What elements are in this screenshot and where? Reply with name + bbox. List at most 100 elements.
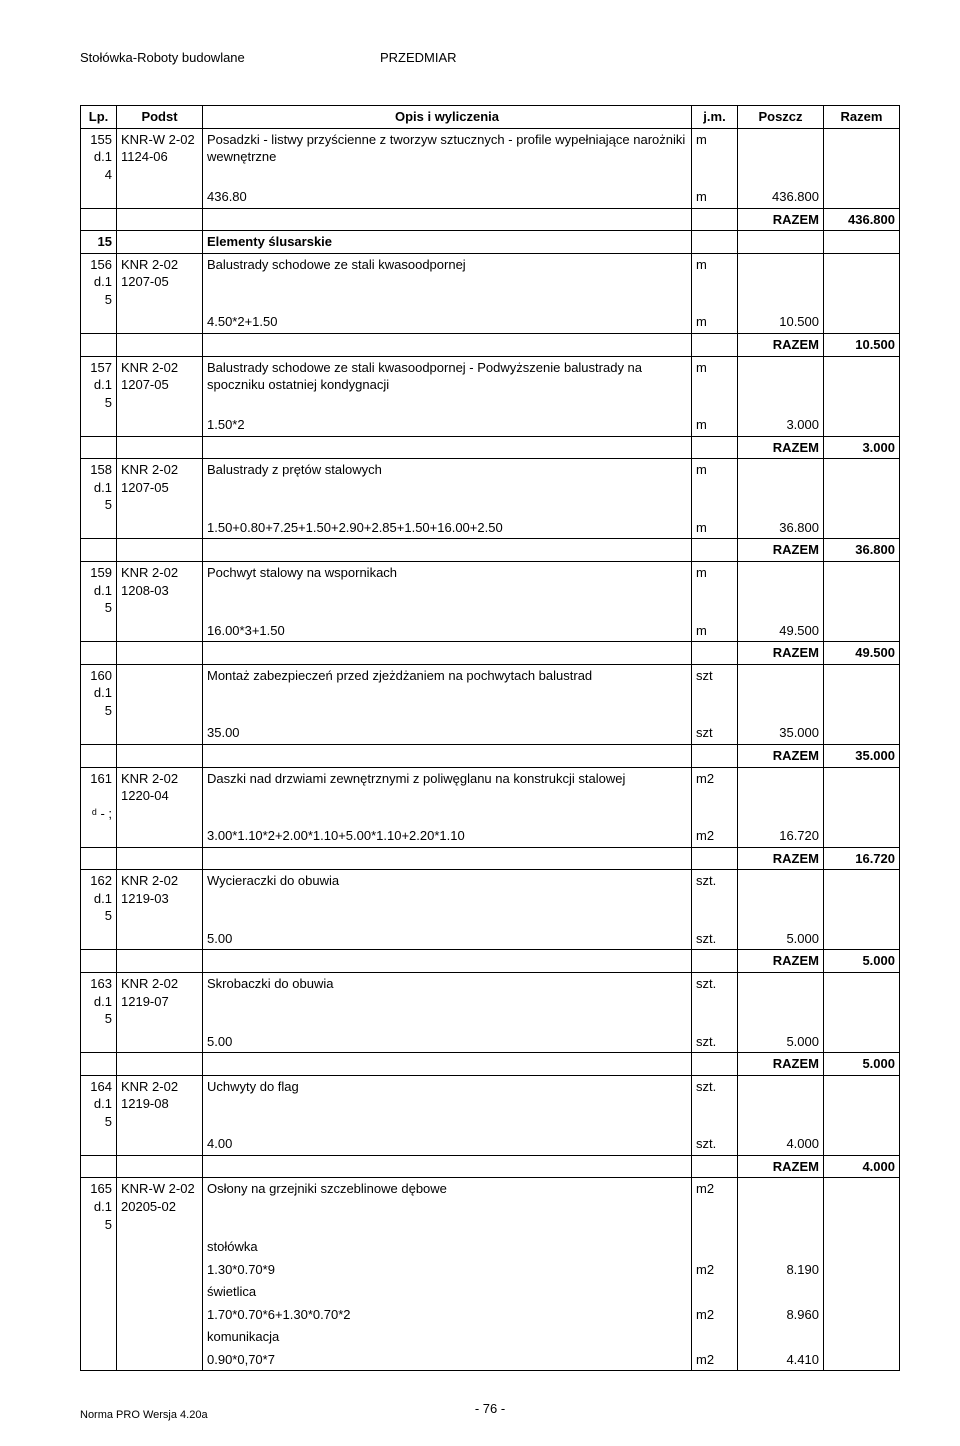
cell-podst: KNR 2-02 1219-07 [117,972,203,1030]
cell-jm: szt [692,664,738,722]
cell-poszcz-val: 8.190 [738,1258,824,1281]
table-row: 158d.15KNR 2-02 1207-05Balustrady z pręt… [81,459,900,517]
cell-calc: 1.50*2 [203,414,692,437]
cell-poszcz-val [738,1326,824,1349]
cell-poszcz-val: 5.000 [738,1030,824,1053]
table-row: 157d.15KNR 2-02 1207-05Balustrady schodo… [81,356,900,414]
cell-lp: 157d.15 [81,356,117,414]
cell-lp: 155 d.1 4 [81,128,117,186]
cell-lp: 160d.15 [81,664,117,722]
table-row: 1.50*2m3.000 [81,414,900,437]
cell-jm: szt. [692,870,738,928]
table-row: świetlica [81,1281,900,1304]
razem-val: 4.000 [824,1155,900,1178]
col-lp: Lp. [81,106,117,129]
razem-label: RAZEM [738,950,824,973]
cell-calc: 4.00 [203,1133,692,1156]
razem-row: RAZEM49.500 [81,642,900,665]
razem-val: 10.500 [824,334,900,357]
section-title: Elementy ślusarskie [203,231,692,254]
razem-val: 35.000 [824,744,900,767]
cell-calc-jm: m [692,516,738,539]
section-num: 15 [81,231,117,254]
cell-jm: m2 [692,1178,738,1236]
cell-podst: KNR 2-02 1207-05 [117,253,203,311]
table-row: 159d.15KNR 2-02 1208-03Pochwyt stalowy n… [81,562,900,620]
cell-poszcz-val: 5.000 [738,927,824,950]
cell-poszcz-val: 10.500 [738,311,824,334]
razem-label: RAZEM [738,436,824,459]
cell-calc-jm: szt. [692,1133,738,1156]
razem-row: RAZEM16.720 [81,847,900,870]
cell-podst: KNR-W 2-02 20205-02 [117,1178,203,1236]
cell-poszcz-val: 16.720 [738,825,824,848]
cell-calc-jm: m2 [692,1348,738,1371]
table-row: 1.50+0.80+7.25+1.50+2.90+2.85+1.50+16.00… [81,516,900,539]
cell-calc-jm: szt. [692,1030,738,1053]
cell-calc: 5.00 [203,927,692,950]
table-row: 5.00szt.5.000 [81,927,900,950]
razem-val: 436.800 [824,208,900,231]
cell-poszcz-val: 49.500 [738,619,824,642]
cell-lp: 161ᵈ - ; [81,767,117,825]
cell-opis: Daszki nad drzwiami zewnętrznymi z poliw… [203,767,692,825]
cell-calc: 1.70*0.70*6+1.30*0.70*2 [203,1303,692,1326]
cell-calc: 436.80 [203,186,692,209]
cell-jm: m [692,459,738,517]
cell-calc: stołówka [203,1236,692,1259]
cell-calc-jm [692,1236,738,1259]
cell-lp: 159d.15 [81,562,117,620]
cell-calc: 16.00*3+1.50 [203,619,692,642]
cell-opis: Uchwyty do flag [203,1075,692,1133]
table-row: 5.00szt.5.000 [81,1030,900,1053]
cell-jm: m2 [692,767,738,825]
table-row: 0.90*0,70*7m24.410 [81,1348,900,1371]
cell-jm: szt. [692,972,738,1030]
cell-opis: Balustrady schodowe ze stali kwasoodporn… [203,253,692,311]
razem-label: RAZEM [738,208,824,231]
cell-jm: szt. [692,1075,738,1133]
cell-poszcz-val: 4.000 [738,1133,824,1156]
cell-calc: 35.00 [203,722,692,745]
razem-row: RAZEM 436.800 [81,208,900,231]
cell-opis: Pochwyt stalowy na wspornikach [203,562,692,620]
table-row: 1.30*0.70*9m28.190 [81,1258,900,1281]
cell-calc: 0.90*0,70*7 [203,1348,692,1371]
cell-calc: 4.50*2+1.50 [203,311,692,334]
cell-poszcz-val: 4.410 [738,1348,824,1371]
razem-val: 5.000 [824,1053,900,1076]
cell-poszcz-val: 436.800 [738,186,824,209]
cell-podst: KNR 2-02 1207-05 [117,356,203,414]
table-row: stołówka [81,1236,900,1259]
cost-estimate-table: Lp. Podst Opis i wyliczenia j.m. Poszcz … [80,105,900,1371]
cell-opis: Balustrady z prętów stalowych [203,459,692,517]
table-row: 163d.15KNR 2-02 1219-07Skrobaczki do obu… [81,972,900,1030]
cell-poszcz [738,128,824,186]
cell-calc-jm [692,1326,738,1349]
header-left: Stołówka-Roboty budowlane [80,50,380,65]
razem-label: RAZEM [738,1053,824,1076]
table-row: 3.00*1.10*2+2.00*1.10+5.00*1.10+2.20*1.1… [81,825,900,848]
cell-calc-jm: m [692,414,738,437]
cell-razem [824,128,900,186]
razem-label: RAZEM [738,642,824,665]
cell-lp: 162d.15 [81,870,117,928]
page: Stołówka-Roboty budowlane PRZEDMIAR Lp. … [0,0,960,1446]
cell-calc-jm: szt. [692,927,738,950]
razem-row: RAZEM4.000 [81,1155,900,1178]
razem-val: 16.720 [824,847,900,870]
razem-label: RAZEM [738,847,824,870]
cell-calc-jm: m [692,311,738,334]
cell-podst: KNR 2-02 1208-03 [117,562,203,620]
cell-jm: m [692,253,738,311]
cell-lp: 158d.15 [81,459,117,517]
cell-calc-jm: szt [692,722,738,745]
cell-poszcz-val [738,1236,824,1259]
cell-opis: Posadzki - listwy przyścienne z tworzyw … [203,128,692,186]
razem-label: RAZEM [738,539,824,562]
table-row: 4.50*2+1.50m10.500 [81,311,900,334]
razem-label: RAZEM [738,1155,824,1178]
cell-opis: Osłony na grzejniki szczeblinowe dębowe [203,1178,692,1236]
section-row: 15 Elementy ślusarskie [81,231,900,254]
cell-poszcz-val: 8.960 [738,1303,824,1326]
